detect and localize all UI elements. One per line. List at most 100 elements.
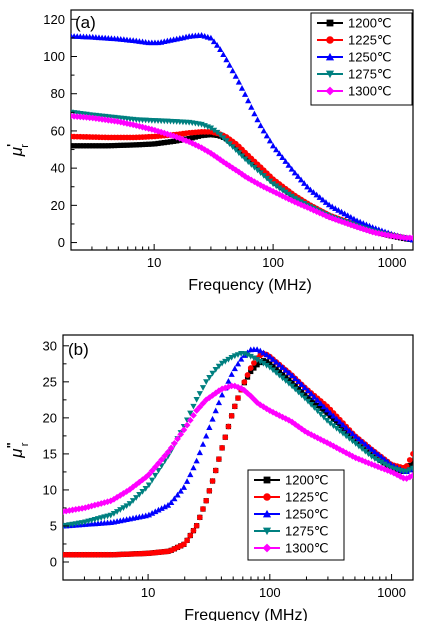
x-tick-label: 10 [141, 585, 155, 600]
data-point [365, 447, 372, 454]
data-point [314, 408, 321, 415]
data-point [407, 463, 413, 469]
data-point [207, 125, 215, 132]
chart-panel-b: 10 100 1000 0 5 10 15 20 25 30 Frequency (MHz) μ"r (… [4, 334, 414, 624]
data-point [297, 176, 305, 183]
data-point [308, 397, 314, 403]
data-point [222, 358, 229, 365]
data-point [343, 424, 350, 431]
data-point [117, 507, 124, 513]
data-point [313, 191, 320, 198]
data-point [238, 153, 246, 160]
y-tick-label: 5 [50, 518, 57, 533]
data-point [214, 129, 221, 136]
data-point [339, 421, 347, 428]
legend-marker-triangle-down [262, 527, 272, 536]
data-point [155, 506, 162, 513]
data-point [321, 408, 327, 414]
data-point [244, 372, 251, 378]
data-point [158, 456, 166, 463]
data-point [228, 354, 235, 361]
data-point [231, 403, 238, 410]
data-point [174, 491, 181, 498]
data-point [120, 505, 127, 511]
data-point [107, 512, 114, 519]
data-point [257, 347, 264, 354]
legend-marker-diamond [325, 86, 335, 96]
data-point [158, 505, 165, 511]
data-point [350, 215, 358, 222]
data-point [279, 187, 286, 194]
data-point [343, 433, 350, 440]
data-point [142, 485, 149, 492]
data-point [209, 415, 216, 422]
data-point [148, 510, 156, 516]
data-point [295, 389, 302, 396]
data-point [409, 472, 413, 479]
data-point [226, 61, 233, 68]
data-point [260, 349, 267, 356]
data-point [282, 189, 289, 196]
data-point [155, 468, 162, 474]
data-point [333, 425, 340, 432]
data-point [209, 478, 216, 484]
data-point [260, 358, 267, 364]
data-point [195, 133, 202, 139]
data-point [288, 165, 295, 172]
data-point [332, 205, 339, 212]
y-axis-label-prime: ' [4, 144, 19, 147]
data-point [146, 141, 152, 147]
data-point [273, 358, 280, 365]
data-point [193, 457, 200, 464]
data-point [212, 366, 219, 373]
data-point [206, 375, 213, 381]
x-axis-label: Frequency (MHz) [188, 277, 312, 294]
data-point [285, 380, 293, 387]
data-point [276, 150, 283, 157]
data-point [167, 444, 175, 452]
data-point [245, 97, 252, 104]
plot-area [63, 346, 413, 558]
data-point [251, 365, 257, 371]
panel-label: (b) [68, 340, 89, 359]
legend-marker-square [263, 476, 271, 484]
data-point [291, 169, 298, 176]
y-tick-label: 10 [43, 482, 57, 497]
data-point [190, 464, 197, 471]
data-point [171, 138, 177, 144]
data-point [218, 391, 226, 398]
data-point [202, 132, 208, 138]
data-point [113, 509, 121, 515]
data-point [174, 435, 181, 443]
panel-label: (a) [75, 13, 96, 32]
data-point [238, 355, 245, 362]
data-point [362, 448, 369, 455]
y-tick-label: 20 [51, 198, 65, 213]
data-point [266, 137, 274, 144]
data-point [189, 135, 195, 141]
data-point [353, 437, 359, 443]
data-point [355, 435, 363, 442]
data-point [273, 366, 279, 372]
data-point [304, 387, 312, 394]
data-point [311, 405, 318, 411]
data-point [279, 375, 286, 382]
data-point [126, 501, 133, 507]
data-point [308, 402, 315, 408]
data-point [254, 167, 261, 174]
data-point [214, 42, 221, 48]
data-point [282, 378, 289, 384]
data-point [285, 162, 292, 168]
data-point [248, 104, 255, 110]
data-point [170, 440, 178, 447]
legend-label: 1225℃ [348, 33, 392, 48]
data-point [187, 471, 194, 478]
data-point [220, 135, 227, 142]
y-tick-label: 100 [43, 49, 65, 64]
data-point [263, 175, 270, 182]
data-point [292, 383, 298, 389]
data-point [369, 450, 375, 456]
x-tick-label: 10 [147, 255, 161, 270]
